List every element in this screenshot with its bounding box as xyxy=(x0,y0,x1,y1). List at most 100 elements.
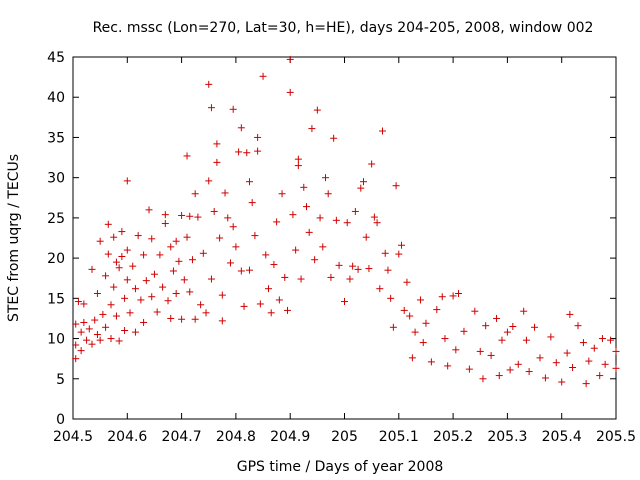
data-point xyxy=(118,228,126,236)
data-point xyxy=(341,298,348,306)
data-point xyxy=(471,307,479,315)
data-point xyxy=(91,316,99,324)
data-point xyxy=(283,306,291,314)
data-point xyxy=(552,359,560,367)
data-point xyxy=(452,346,460,354)
y-tick-label: 0 xyxy=(56,412,65,428)
data-point xyxy=(229,223,237,231)
data-point xyxy=(237,124,245,132)
data-point xyxy=(224,214,232,222)
data-point xyxy=(465,365,473,373)
data-point xyxy=(137,296,145,304)
data-point xyxy=(72,341,80,349)
x-axis-ticks: 204.5 204.6 204.7 204.8 204.9 205 205.1 205.2 20… xyxy=(53,57,636,445)
data-point xyxy=(148,235,156,243)
plot-frame xyxy=(72,56,617,420)
data-point xyxy=(376,285,384,293)
data-point xyxy=(579,339,587,347)
data-point xyxy=(210,207,218,215)
data-point xyxy=(142,277,150,285)
y-tick-label: 10 xyxy=(47,332,65,348)
data-point xyxy=(110,283,118,291)
data-point xyxy=(131,328,139,336)
data-point xyxy=(455,290,463,298)
data-point xyxy=(607,336,615,344)
data-point xyxy=(292,246,300,254)
data-point xyxy=(88,265,96,273)
data-point xyxy=(536,354,544,362)
data-point xyxy=(107,301,115,309)
data-points xyxy=(72,55,620,388)
data-point xyxy=(112,312,120,320)
data-point xyxy=(398,241,406,249)
data-point xyxy=(360,178,368,186)
data-point xyxy=(245,178,253,186)
x-tick-label: 205.3 xyxy=(487,429,527,445)
data-point xyxy=(574,322,582,330)
data-point xyxy=(590,344,598,352)
data-point xyxy=(273,218,281,226)
data-point xyxy=(493,314,501,322)
y-tick-label: 40 xyxy=(47,90,65,106)
data-point xyxy=(131,285,139,293)
x-tick-label: 205.2 xyxy=(433,429,473,445)
data-point xyxy=(186,288,194,296)
y-tick-label: 30 xyxy=(47,171,65,187)
data-point xyxy=(270,261,278,269)
data-point xyxy=(379,127,387,135)
data-point xyxy=(145,206,153,214)
data-point xyxy=(96,237,104,245)
x-tick-label: 205.1 xyxy=(379,429,419,445)
data-point xyxy=(294,155,302,163)
data-point xyxy=(498,336,506,344)
data-point xyxy=(300,183,308,191)
data-point xyxy=(232,243,240,251)
data-point xyxy=(254,147,262,155)
data-point xyxy=(531,323,539,331)
data-point xyxy=(262,251,270,259)
data-point xyxy=(316,214,324,222)
data-point xyxy=(281,273,289,281)
data-point xyxy=(148,293,156,301)
data-point xyxy=(433,306,441,314)
data-point xyxy=(370,213,378,221)
x-axis-label: GPS time / Days of year 2008 xyxy=(237,459,444,475)
data-point xyxy=(419,339,427,347)
data-point xyxy=(110,233,118,241)
data-point xyxy=(335,261,343,269)
data-point xyxy=(161,211,169,219)
data-point xyxy=(96,336,104,344)
data-point xyxy=(221,189,229,197)
data-point xyxy=(245,266,253,274)
data-point xyxy=(612,347,620,355)
x-tick-label: 205 xyxy=(331,429,358,445)
data-point xyxy=(601,360,609,368)
data-point xyxy=(83,336,91,344)
data-point xyxy=(267,309,275,317)
data-point xyxy=(161,220,169,228)
data-point xyxy=(205,80,213,88)
data-point xyxy=(213,158,221,166)
data-point xyxy=(411,328,419,336)
data-point xyxy=(167,314,175,322)
data-point xyxy=(207,275,215,283)
data-point xyxy=(311,256,319,264)
data-point xyxy=(169,267,177,275)
data-point xyxy=(153,308,161,316)
data-point xyxy=(330,134,338,142)
data-point xyxy=(264,285,272,293)
data-point xyxy=(406,312,414,320)
data-point xyxy=(104,250,112,258)
data-point xyxy=(129,262,137,270)
data-point xyxy=(389,323,397,331)
data-point xyxy=(180,276,188,284)
data-point xyxy=(541,374,549,382)
data-point xyxy=(289,211,297,219)
data-point xyxy=(218,291,226,299)
data-point xyxy=(156,251,164,259)
data-point xyxy=(178,211,186,219)
y-tick-label: 35 xyxy=(47,130,65,146)
data-point xyxy=(308,125,316,133)
data-point xyxy=(332,216,340,224)
data-point xyxy=(503,328,511,336)
